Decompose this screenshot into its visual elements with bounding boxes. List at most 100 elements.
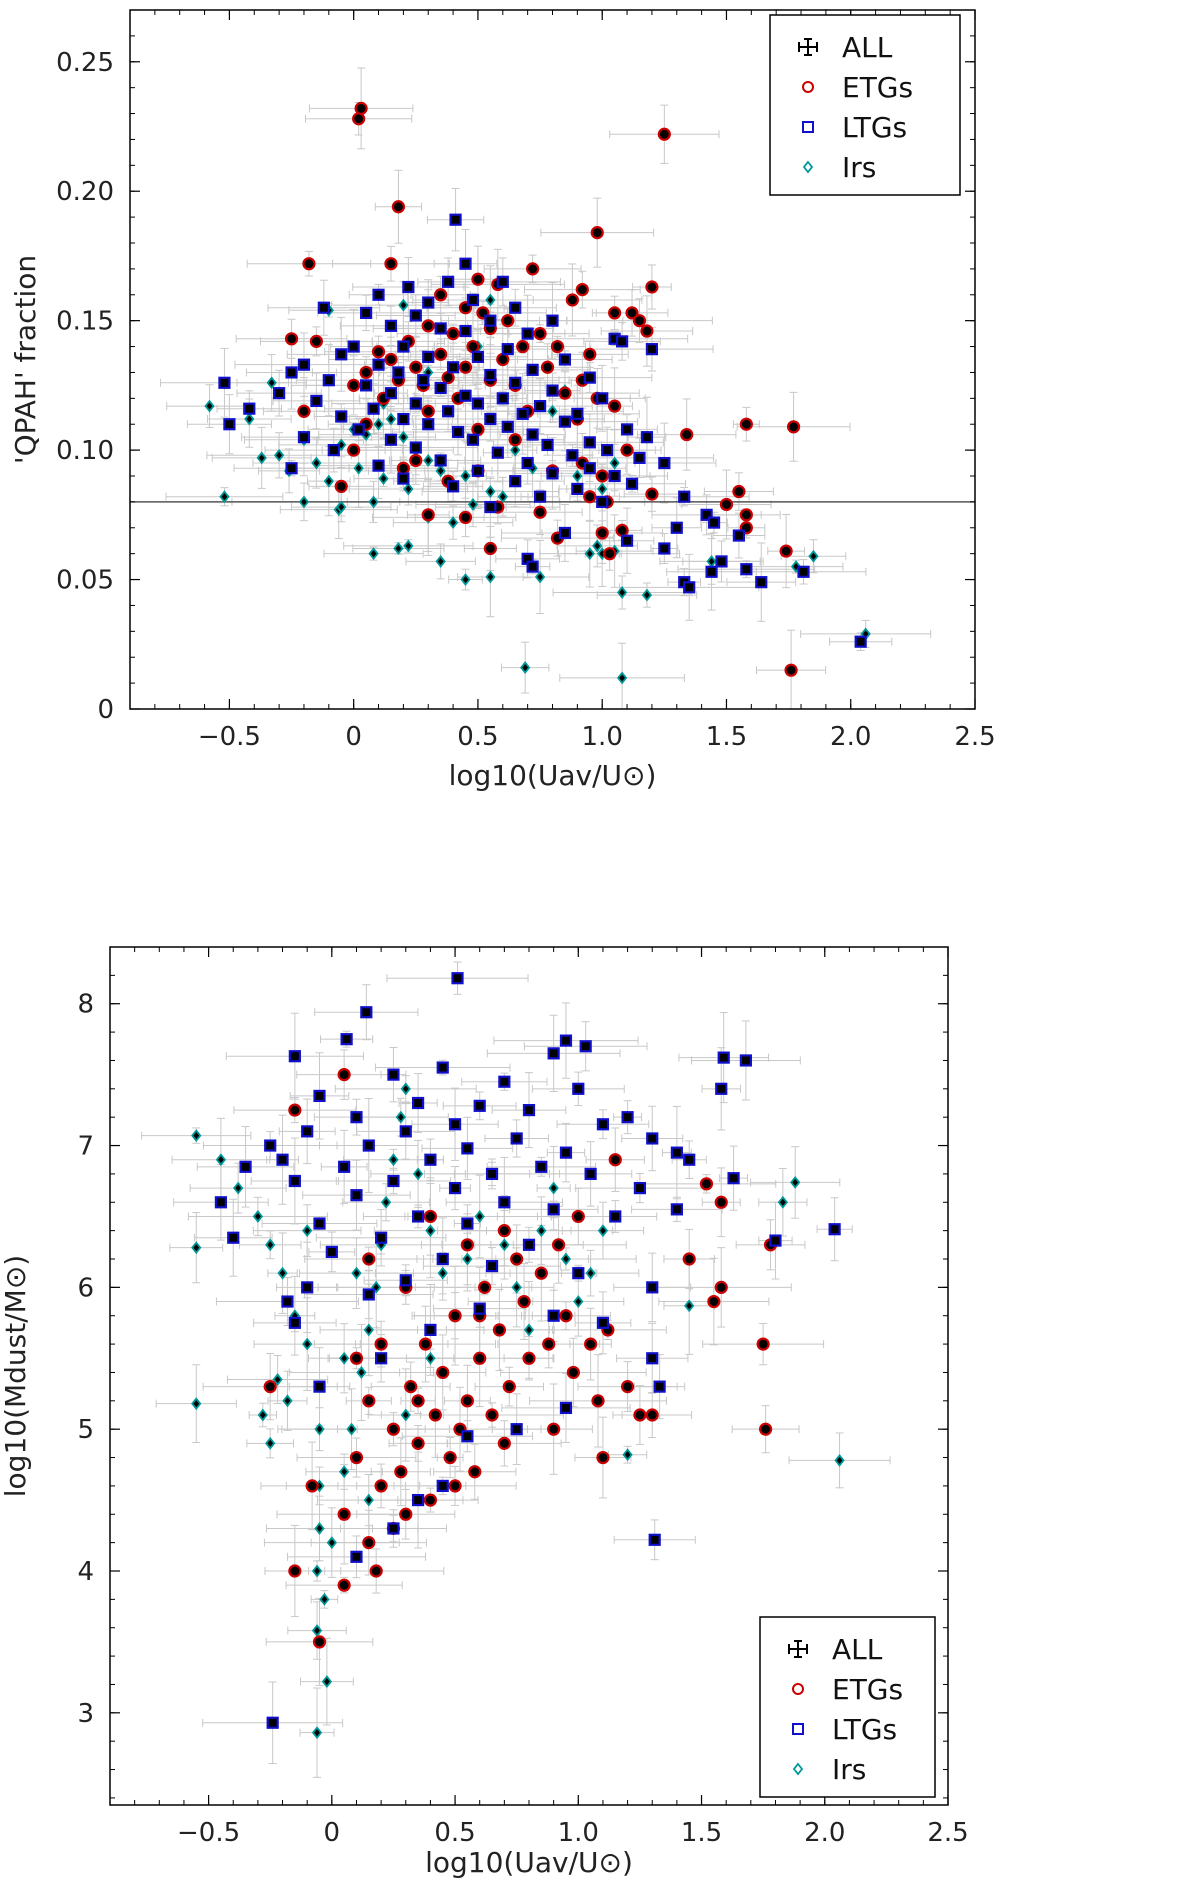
- point-ltg: [471, 350, 485, 364]
- point-irs: [585, 1266, 596, 1280]
- point-ltg: [670, 521, 683, 534]
- point-ltg: [646, 1352, 659, 1365]
- x-axis: −0.5 0 0.5 1.0 1.5 2.0 2.5: [129, 10, 996, 752]
- point-etg: [522, 1351, 536, 1365]
- legend-marker-etgs: [792, 1683, 804, 1695]
- point-ltg: [461, 1142, 474, 1155]
- legend-label: Irs: [842, 151, 876, 184]
- point-ltg: [313, 1089, 326, 1103]
- y-tick-label: 0.05: [56, 566, 114, 596]
- point-ltg: [501, 420, 514, 433]
- legend-label: Irs: [832, 1753, 866, 1786]
- y-tick-label: 4: [77, 1557, 94, 1587]
- point-ltg: [547, 1203, 560, 1216]
- point-etg: [421, 404, 435, 418]
- point-ltg: [571, 482, 584, 496]
- point-etg: [471, 422, 485, 436]
- point-irs: [437, 1266, 448, 1280]
- point-irs: [641, 588, 653, 602]
- y-tick-label: 8: [77, 990, 94, 1020]
- point-ltg: [522, 1103, 536, 1117]
- point-ltg: [646, 1281, 659, 1294]
- x-tick-label: 2.0: [804, 1818, 845, 1848]
- point-ltg: [266, 1716, 279, 1729]
- point-ltg: [399, 1125, 412, 1138]
- point-ltg: [367, 402, 380, 415]
- point-ltg: [461, 1430, 474, 1443]
- point-etg: [448, 1309, 462, 1323]
- legend-marker-irs: [792, 1762, 804, 1776]
- point-etg: [516, 339, 530, 354]
- point-etg: [526, 262, 540, 276]
- point-ltg: [854, 635, 867, 648]
- point-ltg: [541, 438, 554, 452]
- point-etg: [288, 1103, 302, 1117]
- point-etg: [302, 257, 316, 271]
- point-etg: [473, 1351, 487, 1365]
- point-ltg: [387, 1068, 400, 1081]
- point-ltg: [352, 423, 365, 436]
- point-ltg: [422, 350, 435, 364]
- point-etg: [443, 1450, 457, 1465]
- point-etg: [575, 283, 589, 297]
- point-etg: [517, 1294, 531, 1309]
- y-axis-label: log10(Mdust/M⊙): [0, 1255, 32, 1497]
- x-tick-label: 0.5: [434, 1818, 475, 1848]
- point-irs: [373, 417, 384, 431]
- x-tick-label: 0: [345, 722, 362, 752]
- point-irs: [499, 1238, 510, 1252]
- point-ltg: [449, 213, 462, 226]
- point-etg: [349, 1351, 364, 1365]
- point-irs: [266, 376, 277, 390]
- point-ltg: [471, 397, 485, 410]
- point-etg: [421, 319, 435, 333]
- point-ltg: [546, 314, 559, 327]
- point-etg: [640, 324, 654, 338]
- point-ltg: [621, 1111, 634, 1124]
- point-etg: [756, 1337, 770, 1351]
- point-irs: [356, 1366, 367, 1379]
- point-irs: [548, 1181, 559, 1195]
- point-ltg: [397, 472, 410, 485]
- legend-marker-etgs: [802, 81, 814, 93]
- point-irs: [215, 1153, 227, 1167]
- point-ltg: [473, 1099, 486, 1112]
- point-ltg: [411, 1096, 425, 1110]
- point-etg: [362, 1394, 376, 1408]
- point-irs: [302, 1337, 313, 1351]
- point-ltg: [559, 1401, 573, 1415]
- point-ltg: [436, 1252, 449, 1266]
- point-irs: [388, 1153, 399, 1167]
- point-etg: [759, 1422, 773, 1436]
- point-irs: [298, 495, 310, 509]
- point-ltg: [459, 389, 472, 402]
- legend-label: ETGs: [832, 1673, 903, 1706]
- point-etg: [421, 508, 435, 522]
- point-ltg: [484, 368, 497, 382]
- point-irs: [273, 448, 285, 462]
- point-etg: [471, 272, 485, 286]
- point-ltg: [620, 534, 634, 547]
- point-etg: [436, 1365, 450, 1380]
- point-ltg: [739, 1054, 752, 1067]
- point-etg: [620, 443, 634, 457]
- y-tick-label: 5: [77, 1415, 94, 1445]
- point-etg: [478, 1280, 492, 1294]
- point-irs: [311, 1726, 323, 1740]
- point-etg: [374, 1337, 388, 1351]
- point-etg: [645, 280, 659, 294]
- x-tick-label: 0.5: [457, 722, 498, 752]
- point-ltg: [566, 449, 579, 462]
- point-ltg: [715, 555, 728, 568]
- point-irs: [256, 451, 267, 465]
- chart-mdust-vs-uav: −0.5 0 0.5 1.0 1.5 2.0 2.5 3 4 5 6 7 8 log10(Uav/U⊙) l…: [0, 946, 969, 1879]
- point-ltg: [496, 275, 509, 288]
- point-irs: [277, 1266, 288, 1280]
- point-ltg: [678, 490, 691, 503]
- point-irs: [592, 539, 603, 553]
- point-etg: [312, 1635, 327, 1649]
- point-ltg: [397, 412, 410, 426]
- point-irs: [423, 454, 434, 467]
- y-tick-label: 0.10: [56, 436, 114, 466]
- point-etg: [542, 1337, 556, 1351]
